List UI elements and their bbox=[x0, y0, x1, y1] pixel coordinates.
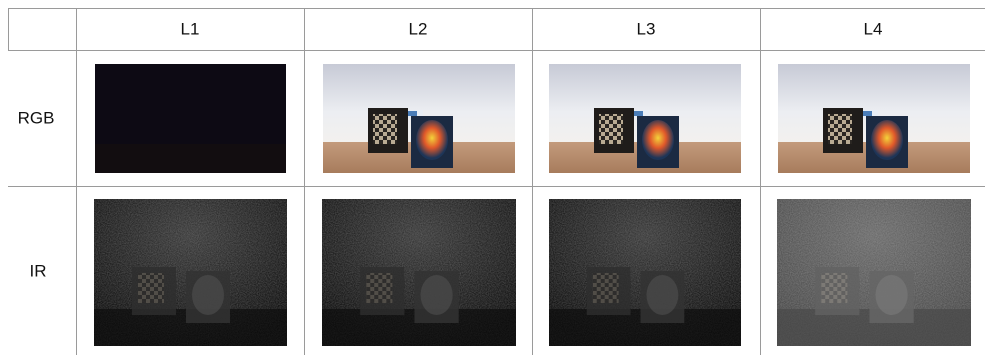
rgb-image bbox=[323, 64, 515, 173]
column-header: L4 bbox=[864, 19, 883, 38]
ir-image bbox=[549, 199, 741, 346]
ir-image bbox=[322, 199, 516, 346]
column-header: L1 bbox=[181, 19, 200, 38]
ir-image bbox=[94, 199, 287, 346]
row-label: RGB bbox=[18, 108, 55, 127]
rgb-image bbox=[95, 64, 286, 173]
page: L1 L2 L3 L4 RGB IR (() => { const data =… bbox=[0, 0, 985, 355]
rgb-image bbox=[778, 64, 970, 173]
row-label: IR bbox=[30, 261, 47, 280]
ir-image bbox=[777, 199, 971, 346]
figure-table: L1 L2 L3 L4 RGB IR bbox=[0, 0, 985, 355]
column-header: L2 bbox=[409, 19, 428, 38]
rgb-image bbox=[549, 64, 741, 173]
column-header: L3 bbox=[637, 19, 656, 38]
